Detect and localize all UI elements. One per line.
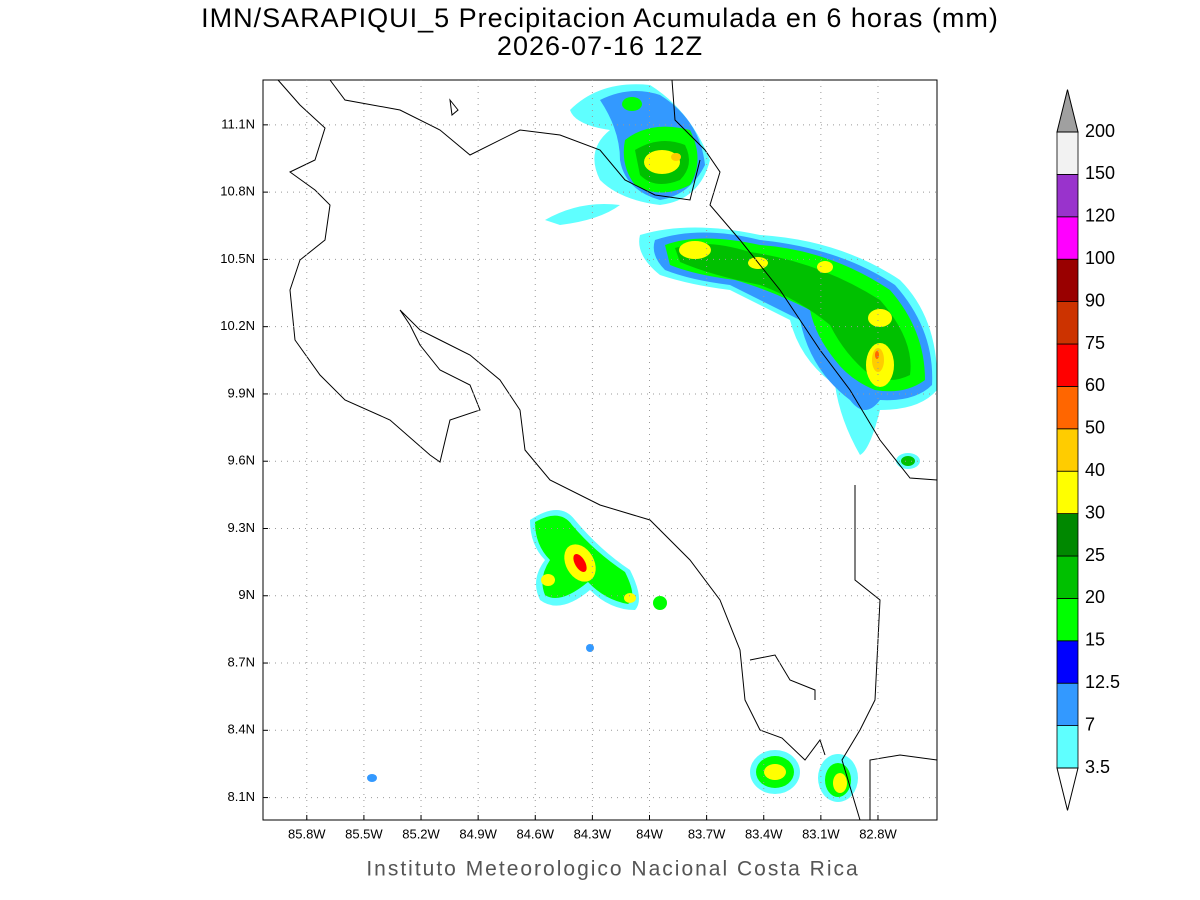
colorbar-segment [1056,131,1079,175]
y-tick-label: 11.1N [221,116,255,131]
colorbar-label: 200 [1085,121,1115,141]
y-tick-label: 8.1N [228,789,255,804]
x-tick-label: 84.9W [459,826,497,841]
colorbar-label: 7 [1085,714,1095,734]
x-tick-label: 84.3W [574,826,612,841]
subtitle: 2026-07-16 12Z [497,31,703,61]
coastline [277,79,938,821]
colorbar-label: 30 [1085,502,1105,522]
x-tick-label: 83.1W [802,826,840,841]
colorbar-segment [1056,216,1079,260]
title: IMN/SARAPIQUI_5 Precipitacion Acumulada … [201,3,999,33]
colorbar-label: 20 [1085,587,1105,607]
colorbar-label: 50 [1085,418,1105,438]
colorbar-label: 75 [1085,333,1105,353]
y-tick-label: 10.5N [220,251,255,266]
colorbar-label: 100 [1085,248,1115,268]
y-tick-label: 8.7N [228,654,255,669]
colorbar-label: 12.5 [1085,672,1120,692]
colorbar-segment [1056,513,1079,557]
colorbar-segment [1056,555,1079,599]
footer: Instituto Meteorologico Nacional Costa R… [366,858,859,881]
y-tick-label: 8.4N [228,722,255,737]
map-frame [262,79,938,821]
x-tick-label: 83.4W [745,826,783,841]
x-tick-label: 85.5W [345,826,383,841]
x-tick-label: 83.7W [688,826,726,841]
colorbar-label: 40 [1085,460,1105,480]
y-tick-label: 10.8N [220,184,255,199]
colorbar-segment [1056,385,1079,430]
x-tick-label: 82.8W [859,826,897,841]
precipitation-field [367,84,938,802]
colorbar-under [1056,767,1079,811]
colorbar-label: 120 [1085,206,1115,226]
colorbar-segment [1056,343,1079,387]
x-tick-label: 84.6W [516,826,554,841]
colorbar-segment [1056,640,1079,684]
x-tick-label: 85.2W [402,826,440,841]
colorbar-segment [1056,682,1079,727]
colorbar-segment [1056,428,1079,472]
colorbar-segment [1056,598,1079,642]
x-tick-label: 84W [636,826,663,841]
colorbar-label: 150 [1085,163,1115,183]
x-tick-label: 85.8W [288,826,326,841]
colorbar-label: 3.5 [1085,757,1110,777]
y-tick-label: 9.3N [228,520,255,535]
y-tick-label: 9N [238,587,255,602]
colorbar-label: 60 [1085,375,1105,395]
colorbar-segment [1056,173,1079,218]
colorbar-label: 90 [1085,290,1105,310]
y-tick-label: 10.2N [220,318,255,333]
colorbar-label: 25 [1085,545,1105,565]
colorbar-segment [1056,258,1079,303]
colorbar-over [1056,89,1079,133]
y-tick-label: 9.9N [228,385,255,400]
colorbar-segment [1056,301,1079,345]
colorbar-segment [1056,725,1079,769]
colorbar-label: 15 [1085,630,1105,650]
colorbar-segment [1056,470,1079,515]
y-tick-label: 9.6N [228,453,255,468]
